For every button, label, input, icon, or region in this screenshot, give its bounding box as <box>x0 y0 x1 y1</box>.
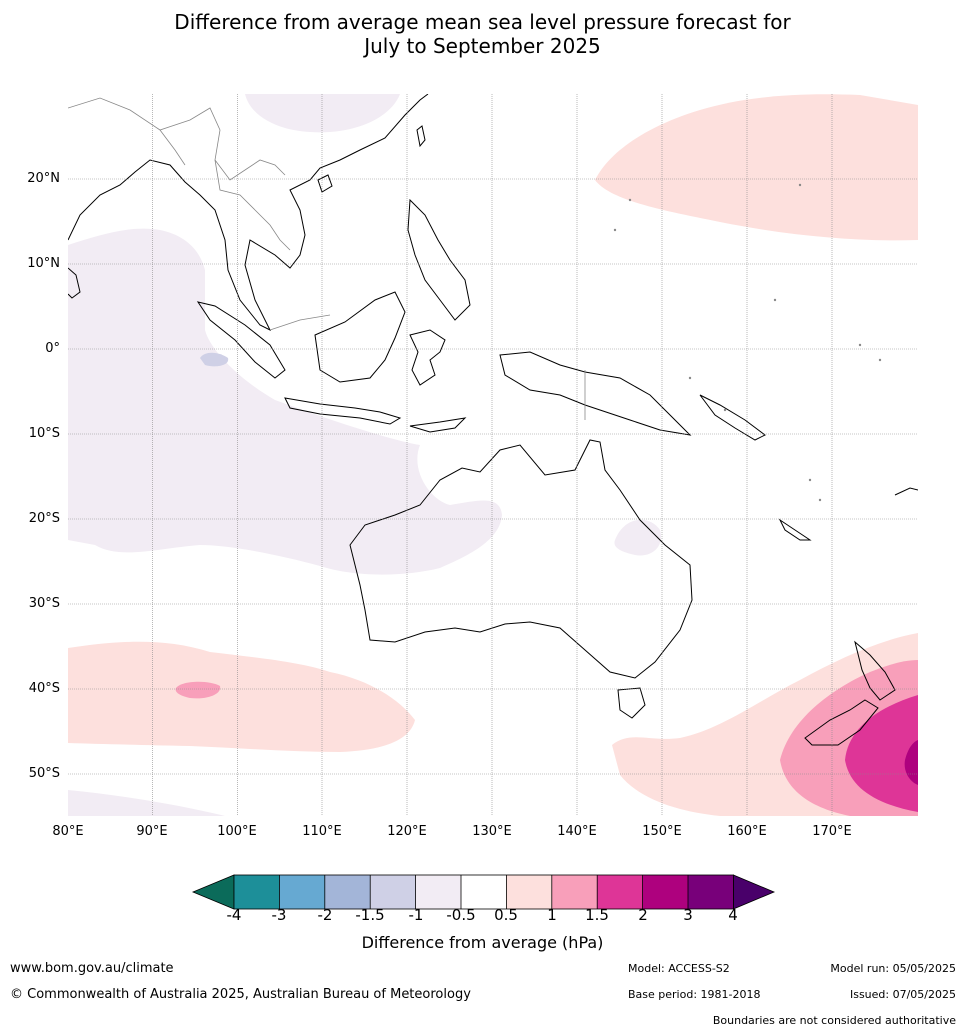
colorbar-bin-0.5-1 <box>506 875 552 909</box>
colorbar-bin-1.5-2 <box>597 875 643 909</box>
lon-label: 140°E <box>557 824 597 839</box>
colorbar <box>191 874 776 910</box>
colorbar-tick: 0.5 <box>494 906 518 924</box>
copyright-text: © Commonwealth of Australia 2025, Austra… <box>10 987 471 1002</box>
lat-label: 40°S <box>28 681 60 696</box>
anomaly-negative-0.5-indian-ocean <box>68 228 502 575</box>
model-run-text: Model run: 05/05/2025 <box>830 962 956 975</box>
sri-lanka-coastline <box>68 267 81 299</box>
tasmania-coastline <box>617 687 646 719</box>
colorbar-bin-3-4 <box>688 875 734 909</box>
lon-label: 170°E <box>812 824 852 839</box>
lat-label: 10°N <box>27 256 60 271</box>
title-line-2: July to September 2025 <box>364 34 601 58</box>
colorbar-tick: 1 <box>547 906 557 924</box>
website-link[interactable]: www.bom.gov.au/climate <box>10 961 174 976</box>
philippines-coastline <box>407 198 471 321</box>
colorbar-bin-neg1-neg0.5 <box>415 875 461 909</box>
colorbar-tick: 3 <box>683 906 693 924</box>
pacific-islands <box>613 183 882 502</box>
java-coastline <box>284 397 402 425</box>
colorbar-bin-2-3 <box>642 875 688 909</box>
colorbar-bin-neg2-neg1.5 <box>324 875 371 909</box>
coastlines <box>68 94 918 746</box>
anomaly-positive-0.5-southern-indian <box>68 641 415 752</box>
anomaly-negative-0.5-north <box>245 94 400 133</box>
timor-coastline <box>409 417 467 433</box>
anomaly-negative-0.5-south <box>68 790 225 816</box>
colorbar-bin-neg1.5-neg1 <box>370 875 416 909</box>
colorbar-bin-neg0.5-0.5 <box>461 875 507 909</box>
lat-label: 20°N <box>27 171 60 186</box>
anomaly-positive-1-southern-indian <box>175 681 221 699</box>
lon-label: 150°E <box>642 824 682 839</box>
lon-label: 130°E <box>472 824 512 839</box>
new-caledonia-coastline <box>778 518 812 541</box>
australia-coastline <box>349 439 693 679</box>
colorbar-tick: 4 <box>728 906 738 924</box>
anomaly-negative-1-patch <box>200 352 229 367</box>
country-borders <box>68 97 586 420</box>
graticule <box>68 94 918 816</box>
map-title: Difference from average mean sea level p… <box>0 10 965 58</box>
colorbar-tick: 2 <box>638 906 648 924</box>
lat-label: 50°S <box>28 766 60 781</box>
anomaly-positive-0.5-north-pacific <box>595 94 918 241</box>
model-text: Model: ACCESS-S2 <box>628 962 730 975</box>
colorbar-extend-high <box>733 874 776 910</box>
lon-label: 80°E <box>52 824 84 839</box>
colorbar-tick: -3 <box>271 906 287 924</box>
mainland-asia-coastline <box>68 94 429 332</box>
borneo-coastline <box>314 291 406 383</box>
new-zealand-south-coastline <box>804 699 879 746</box>
disclaimer-text: Boundaries are not considered authoritat… <box>712 1014 956 1027</box>
lon-label: 110°E <box>302 824 342 839</box>
lat-label: 30°S <box>28 596 60 611</box>
base-period-text: Base period: 1981-2018 <box>628 988 761 1001</box>
new-zealand-north-coastline <box>854 640 896 701</box>
taiwan-coastline <box>416 125 426 148</box>
lon-label: 100°E <box>217 824 257 839</box>
fiji-coastline <box>894 487 918 496</box>
sulawesi-coastline <box>409 329 446 386</box>
sumatra-coastline <box>196 301 286 379</box>
colorbar-bin-neg3-neg2 <box>279 875 325 909</box>
lat-label: 0° <box>45 341 60 356</box>
map-area <box>68 94 918 816</box>
colorbar-bin-1-1.5 <box>551 875 598 909</box>
title-line-1: Difference from average mean sea level p… <box>174 10 791 34</box>
colorbar-title: Difference from average (hPa) <box>361 933 604 952</box>
lat-label: 10°S <box>28 426 60 441</box>
colorbar-tick: -1 <box>408 906 424 924</box>
new-guinea-coastline <box>499 351 692 436</box>
lon-label: 90°E <box>136 824 168 839</box>
colorbar-tick: -4 <box>226 906 242 924</box>
colorbar-tick: 1.5 <box>585 906 609 924</box>
colorbar-tick: -1.5 <box>355 906 385 924</box>
lat-label: 20°S <box>28 511 60 526</box>
colorbar-tick: -0.5 <box>446 906 476 924</box>
hainan-coastline <box>317 174 333 193</box>
colorbar-bin-neg4-neg3 <box>234 875 280 909</box>
solomon-islands-coastline <box>699 394 766 441</box>
colorbar-tick: -2 <box>317 906 333 924</box>
lon-label: 160°E <box>727 824 767 839</box>
anomaly-positive-1.5-tasman <box>845 695 918 812</box>
issued-text: Issued: 07/05/2025 <box>849 988 956 1001</box>
colorbar-extend-low <box>191 874 235 910</box>
lon-label: 120°E <box>387 824 427 839</box>
